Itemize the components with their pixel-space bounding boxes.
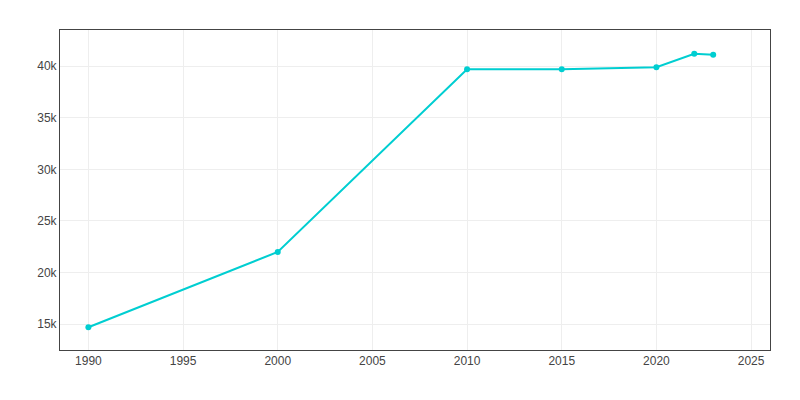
svg-text:20k: 20k — [37, 266, 57, 280]
svg-text:15k: 15k — [37, 317, 57, 331]
svg-text:2020: 2020 — [643, 354, 670, 368]
svg-text:30k: 30k — [37, 163, 57, 177]
svg-text:25k: 25k — [37, 214, 57, 228]
svg-text:1990: 1990 — [75, 354, 102, 368]
svg-text:2000: 2000 — [264, 354, 291, 368]
svg-text:2025: 2025 — [738, 354, 765, 368]
svg-text:35k: 35k — [37, 111, 57, 125]
svg-text:2005: 2005 — [359, 354, 386, 368]
svg-text:1995: 1995 — [170, 354, 197, 368]
svg-text:2015: 2015 — [548, 354, 575, 368]
svg-text:2010: 2010 — [454, 354, 481, 368]
svg-text:40k: 40k — [37, 59, 57, 73]
